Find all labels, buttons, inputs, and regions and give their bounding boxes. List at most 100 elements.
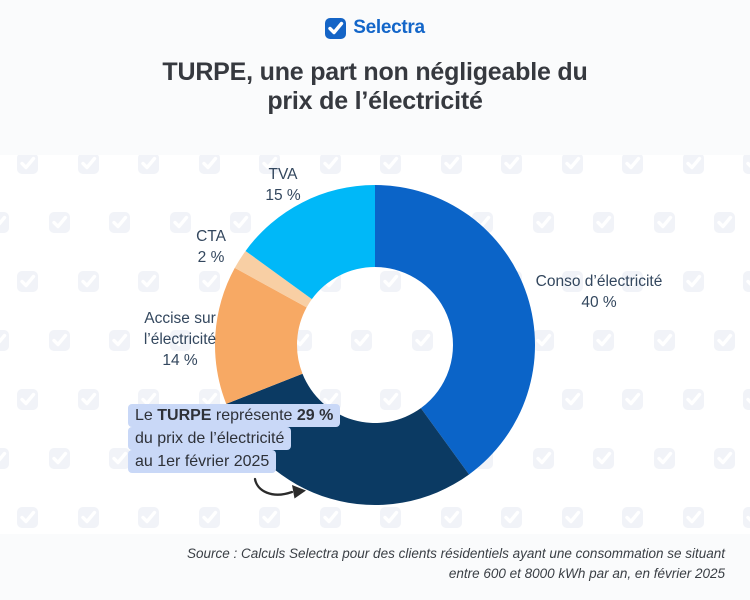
checkmark-watermark-icon xyxy=(230,212,251,233)
selectra-checkmark-icon xyxy=(325,17,347,39)
checkmark-watermark-icon xyxy=(48,212,70,233)
checkmark-watermark-icon xyxy=(714,448,735,469)
brand-name: Selectra xyxy=(353,17,425,38)
checkmark-watermark-icon xyxy=(319,507,341,528)
footer: Source : Calculs Selectra pour des clien… xyxy=(0,534,750,600)
checkmark-watermark-icon xyxy=(17,389,38,410)
donut-segment-accise-sur-l-lectricit- xyxy=(215,267,307,404)
source-line2: entre 600 et 8000 kWh par an, en février… xyxy=(448,566,725,581)
turpe-callout: Le TURPE représente 29 % du prix de l’éle… xyxy=(128,404,341,473)
checkmark-watermark-icon xyxy=(77,271,99,292)
checkmark-watermark-icon xyxy=(380,389,401,410)
segment-label-cta: CTA 2 % xyxy=(170,226,252,268)
checkmark-watermark-icon xyxy=(440,507,462,528)
checkmark-watermark-icon xyxy=(109,330,130,351)
checkmark-watermark-icon xyxy=(743,507,750,528)
donut-segment-cta xyxy=(234,250,312,308)
checkmark-watermark-icon xyxy=(0,448,9,469)
source-note: Source : Calculs Selectra pour des clien… xyxy=(187,544,725,584)
checkmark-watermark-icon xyxy=(198,155,220,174)
checkmark-watermark-icon xyxy=(561,271,583,292)
checkmark-watermark-icon xyxy=(440,155,462,174)
callout-line: Le TURPE représente 29 % xyxy=(128,404,341,427)
checkmark-watermark-icon xyxy=(48,330,70,351)
selectra-logo: Selectra xyxy=(0,17,750,39)
checkmark-watermark-icon xyxy=(714,212,735,233)
checkmark-watermark-icon xyxy=(653,330,675,351)
checkmark-watermark-icon xyxy=(169,330,191,351)
checkmark-watermark-icon xyxy=(532,330,554,351)
checkmark-watermark-icon xyxy=(138,271,159,292)
checkmark-watermark-icon xyxy=(682,155,704,174)
callout-line: au 1er février 2025 xyxy=(128,450,340,473)
accise-label-text2: l’électricité xyxy=(143,331,217,348)
checkmark-watermark-icon xyxy=(743,389,750,410)
checkmark-watermark-icon xyxy=(17,155,38,174)
cta-label-text: CTA xyxy=(196,228,226,245)
checkmark-watermark-icon xyxy=(653,212,675,233)
checkmark-watermark-icon xyxy=(622,155,643,174)
checkmark-watermark-icon xyxy=(17,507,38,528)
checkmark-watermark-icon xyxy=(380,507,401,528)
segment-label-conso: Conso d’électricité 40 % xyxy=(520,271,678,313)
page-title-line2: prix de l’électricité xyxy=(267,87,483,115)
donut-segment-conso-d-lectricit- xyxy=(375,185,535,475)
checkmark-watermark-icon xyxy=(561,155,583,174)
callout-arrow-icon xyxy=(253,477,306,499)
checkmark-watermark-icon xyxy=(622,271,643,292)
checkmark-watermark-icon xyxy=(682,389,704,410)
checkmark-watermark-icon xyxy=(109,448,130,469)
conso-label-text: Conso d’électricité xyxy=(535,273,663,290)
checkmark-watermark-icon xyxy=(501,507,522,528)
checkmark-watermark-icon xyxy=(532,212,554,233)
segment-label-accise: Accise sur l’électricité 14 % xyxy=(128,308,232,371)
tva-label-text: TVA xyxy=(268,166,298,183)
checkmark-watermark-icon xyxy=(593,448,614,469)
checkmark-watermark-icon xyxy=(48,448,70,469)
checkmark-watermark-icon xyxy=(351,330,372,351)
checkmark-watermark-icon xyxy=(77,389,99,410)
donut-segment-tva xyxy=(245,185,375,300)
source-line1: Source : Calculs Selectra pour des clien… xyxy=(186,546,725,561)
checkmark-watermark-icon xyxy=(411,330,433,351)
segment-label-tva: TVA 15 % xyxy=(240,164,326,206)
checkmark-watermark-icon xyxy=(380,271,401,292)
checkmark-watermark-icon xyxy=(198,271,220,292)
checkmark-watermark-icon xyxy=(0,212,9,233)
checkmark-watermark-icon xyxy=(109,212,130,233)
checkmark-watermark-icon xyxy=(501,155,522,174)
cta-label-value: 2 % xyxy=(197,249,225,266)
checkmark-watermark-icon xyxy=(0,330,9,351)
page-title: TURPE, une part non négligeable du prix … xyxy=(0,58,750,116)
checkmark-watermark-icon xyxy=(622,389,643,410)
tva-label-value: 15 % xyxy=(265,187,301,204)
page-title-line1: TURPE, une part non négligeable du xyxy=(162,58,588,86)
checkmark-watermark-icon xyxy=(682,271,704,292)
checkmark-watermark-icon xyxy=(561,389,583,410)
conso-label-value: 40 % xyxy=(581,294,617,311)
checkmark-watermark-icon xyxy=(259,155,280,174)
accise-label-text1: Accise sur xyxy=(144,310,216,327)
checkmark-watermark-icon xyxy=(593,330,614,351)
checkmark-watermark-icon xyxy=(319,155,341,174)
checkmark-watermark-icon xyxy=(138,155,159,174)
checkmark-watermark-icon xyxy=(259,507,280,528)
checkmark-watermark-icon xyxy=(138,507,159,528)
header: Selectra TURPE, une part non négligeable… xyxy=(0,0,750,155)
checkmark-watermark-icon xyxy=(743,271,750,292)
checkmark-watermark-icon xyxy=(714,330,735,351)
checkmark-watermark-icon xyxy=(622,507,643,528)
checkmark-watermark-icon xyxy=(77,507,99,528)
checkmark-watermark-icon xyxy=(682,507,704,528)
checkmark-watermark-icon xyxy=(77,155,99,174)
checkmark-watermark-icon xyxy=(532,448,554,469)
callout-line: du prix de l’électricité xyxy=(128,427,340,450)
checkmark-watermark-icon xyxy=(198,507,220,528)
checkmark-watermark-icon xyxy=(17,271,38,292)
accise-label-value: 14 % xyxy=(162,352,198,369)
donut-chart-svg xyxy=(215,185,535,505)
checkmark-watermark-icon xyxy=(593,212,614,233)
checkmark-watermark-icon xyxy=(561,507,583,528)
